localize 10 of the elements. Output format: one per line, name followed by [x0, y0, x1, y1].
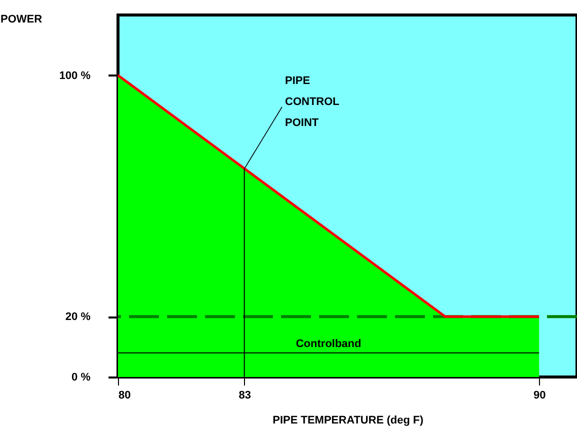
y-tick-label: 0 %: [72, 372, 91, 384]
x-tick-label: 90: [533, 390, 546, 402]
annotation: PIPE CONTROL POINT: [285, 75, 340, 129]
x-tick-label: 83: [238, 390, 251, 402]
y-tick-label: 100 %: [59, 70, 91, 82]
y-tick-label: 20 %: [65, 311, 91, 324]
x-axis-title: PIPE TEMPERATURE (deg F): [272, 414, 424, 426]
y-axis-title: POWER: [0, 14, 42, 26]
series-label: Controlband: [296, 338, 362, 350]
x-tick-label: 80: [118, 390, 131, 402]
